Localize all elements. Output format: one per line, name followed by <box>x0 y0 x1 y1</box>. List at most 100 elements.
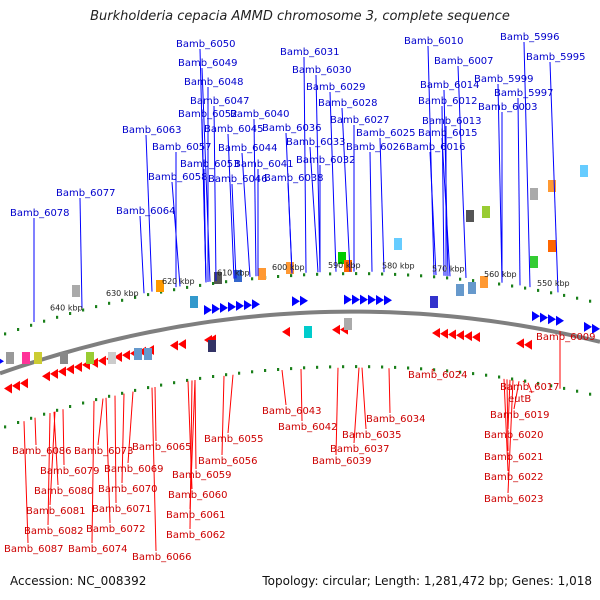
topology-text: Topology: circular; Length: 1,281,472 bp… <box>262 574 592 588</box>
gene-domain-box <box>144 348 152 360</box>
reverse-gene-label: Bamb_6059 <box>172 470 232 481</box>
reverse-gene-arrow <box>50 368 58 379</box>
gene-domain-box <box>190 296 198 308</box>
forward-leader-line <box>285 132 293 274</box>
ring-tick <box>95 398 98 402</box>
ring-tick <box>355 272 358 276</box>
ring-tick <box>472 372 475 376</box>
reverse-gene-arrow <box>20 378 28 389</box>
gene-domain-box <box>134 348 142 360</box>
ring-tick <box>446 276 449 280</box>
reverse-leader-line <box>221 375 225 456</box>
gene-domain-box <box>456 284 464 296</box>
gene-domain-box <box>338 252 346 264</box>
forward-gene-label: Bamb_6048 <box>184 77 244 88</box>
gene-domain-box <box>482 206 490 218</box>
ring-tick <box>563 293 566 297</box>
ring-tick <box>251 370 254 374</box>
reverse-leader-line <box>513 381 520 410</box>
reverse-gene-arrow <box>178 339 186 350</box>
gene-domain-box <box>468 282 476 294</box>
ring-tick <box>173 288 176 292</box>
accession-text: Accession: NC_008392 <box>10 574 147 588</box>
forward-gene-arrow <box>220 302 228 313</box>
forward-gene-label: Bamb_5995 <box>526 52 586 63</box>
forward-gene-label: Bamb_6027 <box>330 115 390 126</box>
ring-tick <box>69 405 72 408</box>
ring-tick <box>433 368 436 372</box>
ring-tick <box>264 369 267 372</box>
ring-tick <box>277 275 280 278</box>
ring-tick <box>173 381 176 385</box>
ring-tick <box>511 284 514 288</box>
forward-gene-label: Bamb_5997 <box>494 88 554 99</box>
reverse-gene-label: Bamb_6072 <box>86 524 146 535</box>
tick-dots <box>4 272 592 429</box>
reverse-leader-line <box>353 367 360 444</box>
reverse-gene-arrow <box>4 383 12 394</box>
forward-gene-arrow <box>556 315 564 326</box>
forward-gene-label: Bamb_6052 <box>178 109 238 120</box>
reverse-leader-line <box>49 411 56 506</box>
reverse-gene-label: Bamb_6062 <box>166 530 226 541</box>
ring-tick <box>160 383 163 387</box>
map-title: Burkholderia cepacia AMMD chromosome 3, … <box>90 9 510 24</box>
ring-tick <box>290 274 293 278</box>
reverse-gene-label: Bamb_6079 <box>40 466 100 477</box>
backbone <box>0 309 600 376</box>
forward-gene-label: Bamb_6064 <box>116 206 176 217</box>
forward-gene-label: Bamb_6026 <box>346 142 406 153</box>
reverse-gene-arrow <box>516 338 524 349</box>
forward-leader-line <box>379 137 385 273</box>
ring-tick <box>225 280 228 284</box>
ring-tick <box>524 379 527 383</box>
forward-leader-line <box>201 67 211 282</box>
ring-tick <box>433 275 436 279</box>
reverse-leader-line <box>507 380 514 494</box>
forward-gene-arrow <box>300 295 308 306</box>
ring-tick <box>56 315 59 319</box>
forward-gene-arrow <box>368 294 376 305</box>
reverse-leader-line <box>187 381 193 490</box>
forward-leader-line <box>253 118 257 277</box>
reverse-gene-label: Bamb_6081 <box>26 506 86 517</box>
forward-leader-line <box>497 83 503 283</box>
reverse-leader-line <box>127 391 134 464</box>
gene-domain-box <box>304 326 312 338</box>
reverse-gene-label: Bamb_6087 <box>4 544 64 555</box>
reverse-gene-label: Bamb_6039 <box>312 456 372 467</box>
ring-tick <box>381 365 384 369</box>
reverse-gene-label: eutB <box>508 394 531 405</box>
reverse-leader-line <box>431 368 435 372</box>
reverse-leader-line <box>114 395 117 504</box>
ring-tick <box>550 384 553 388</box>
forward-gene-label: Bamb_6028 <box>318 98 378 109</box>
forward-leader-line <box>341 107 351 272</box>
reverse-gene-label: Bamb_6034 <box>366 414 426 425</box>
reverse-leader-line <box>189 379 196 510</box>
reverse-gene-label: Bamb_6065 <box>132 442 192 453</box>
forward-gene-label: Bamb_6012 <box>418 96 478 107</box>
reverse-gene-label: Bamb_6019 <box>490 410 550 421</box>
ring-tick <box>407 273 410 277</box>
ring-tick <box>329 272 332 276</box>
reverse-gene-label: Bamb_6086 <box>12 446 72 457</box>
ring-tick <box>355 365 358 369</box>
gene-domain-box <box>208 340 216 352</box>
kbp-label: 580 kbp <box>382 261 415 270</box>
ring-tick <box>212 375 215 378</box>
chromosome-backbone <box>0 309 600 376</box>
forward-leader-line <box>309 146 319 273</box>
forward-gene-label: Bamb_6053 <box>180 159 240 170</box>
forward-gene-arrow <box>548 314 556 325</box>
forward-leader-line <box>213 105 217 281</box>
ring-tick <box>199 283 202 287</box>
ring-tick <box>186 285 189 289</box>
reverse-gene-label: Bamb_6035 <box>342 430 402 441</box>
gene-domain-box <box>34 352 42 364</box>
forward-gene-label: Bamb_6015 <box>418 128 478 139</box>
reverse-leader-line <box>527 382 533 394</box>
reverse-gene-label: Bamb_6060 <box>168 490 228 501</box>
forward-gene-arrow <box>540 312 548 323</box>
